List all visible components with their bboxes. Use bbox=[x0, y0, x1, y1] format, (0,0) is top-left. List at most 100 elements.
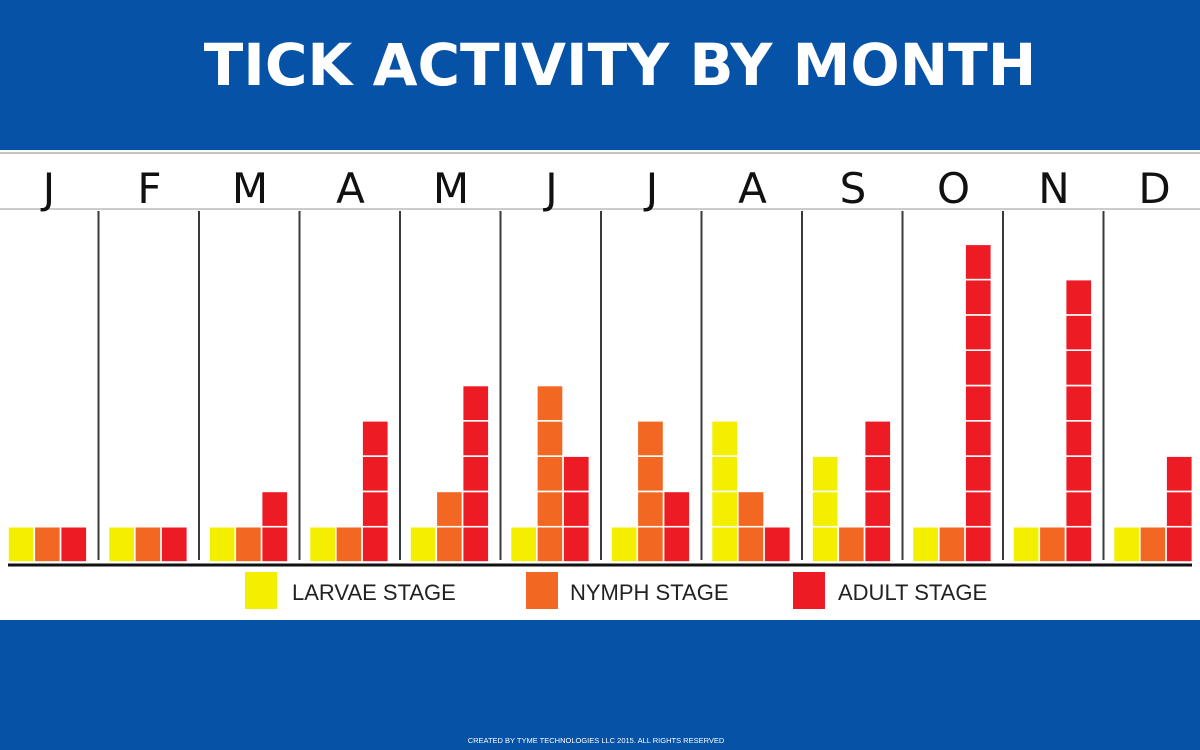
activity-block bbox=[964, 419, 993, 457]
activity-block bbox=[964, 349, 993, 387]
activity-block bbox=[562, 490, 591, 528]
activity-block bbox=[964, 314, 993, 351]
activity-block bbox=[59, 525, 88, 563]
legend-label: ADULT STAGE bbox=[838, 580, 987, 605]
chart-title: TICK ACTIVITY BY MONTH bbox=[203, 31, 1037, 99]
activity-block bbox=[911, 525, 940, 563]
activity-block bbox=[863, 525, 892, 563]
activity-block bbox=[107, 525, 136, 563]
activity-block bbox=[1064, 384, 1093, 422]
activity-block bbox=[160, 525, 189, 563]
activity-block bbox=[964, 525, 993, 563]
activity-block bbox=[863, 455, 892, 493]
activity-block bbox=[1165, 490, 1194, 528]
activity-block bbox=[435, 490, 464, 528]
activity-block bbox=[811, 525, 840, 563]
activity-block bbox=[811, 455, 840, 493]
activity-block bbox=[535, 455, 564, 493]
activity-block bbox=[361, 419, 390, 457]
month-label: A bbox=[336, 164, 365, 213]
activity-block bbox=[1064, 349, 1093, 387]
activity-block bbox=[260, 490, 289, 528]
month-label: J bbox=[40, 164, 55, 213]
month-label: J bbox=[542, 164, 557, 213]
activity-block bbox=[1064, 278, 1093, 316]
month-label: N bbox=[1038, 164, 1069, 213]
legend-swatch bbox=[793, 572, 825, 609]
activity-block bbox=[736, 490, 765, 528]
activity-block bbox=[33, 525, 62, 563]
activity-block bbox=[937, 525, 966, 563]
activity-block bbox=[1064, 525, 1093, 563]
title-banner bbox=[0, 0, 1200, 150]
activity-block bbox=[736, 525, 765, 563]
activity-block bbox=[535, 419, 564, 457]
activity-block bbox=[461, 525, 490, 563]
month-label: F bbox=[137, 164, 161, 213]
activity-block bbox=[562, 455, 591, 493]
month-label: M bbox=[232, 164, 268, 213]
activity-block bbox=[535, 490, 564, 528]
activity-block bbox=[964, 455, 993, 493]
activity-block bbox=[710, 490, 739, 528]
legend-swatch bbox=[245, 572, 277, 609]
activity-block bbox=[308, 525, 337, 563]
activity-block bbox=[234, 525, 263, 563]
activity-block bbox=[435, 525, 464, 563]
activity-block bbox=[1165, 455, 1194, 493]
activity-block bbox=[562, 525, 591, 563]
activity-block bbox=[361, 455, 390, 493]
activity-block bbox=[662, 525, 691, 563]
activity-block bbox=[1165, 525, 1194, 563]
activity-block bbox=[863, 490, 892, 528]
legend-swatch bbox=[526, 572, 558, 609]
month-label: D bbox=[1138, 164, 1170, 213]
activity-block bbox=[461, 455, 490, 493]
activity-block bbox=[134, 525, 162, 563]
activity-block bbox=[7, 525, 36, 563]
month-label: A bbox=[738, 164, 767, 213]
activity-block bbox=[260, 525, 289, 563]
activity-block bbox=[837, 525, 866, 563]
credit-line: CREATED BY TYME TECHNOLOGIES LLC 2015. A… bbox=[467, 736, 725, 745]
activity-block bbox=[763, 525, 792, 563]
footer-band bbox=[0, 620, 1200, 750]
activity-block bbox=[964, 278, 993, 316]
activity-block bbox=[461, 384, 490, 422]
activity-block bbox=[1064, 490, 1093, 528]
activity-block bbox=[811, 490, 840, 528]
activity-block bbox=[610, 525, 639, 563]
legend-label: NYMPH STAGE bbox=[570, 580, 729, 605]
activity-block bbox=[636, 525, 665, 563]
activity-block bbox=[1064, 314, 1093, 351]
activity-block bbox=[1012, 525, 1041, 563]
activity-block bbox=[361, 490, 390, 528]
activity-block bbox=[636, 455, 665, 493]
month-label: S bbox=[840, 164, 867, 213]
month-label: J bbox=[643, 164, 658, 213]
activity-block bbox=[461, 490, 490, 528]
activity-block bbox=[409, 525, 438, 563]
activity-block bbox=[863, 419, 892, 457]
activity-block bbox=[636, 490, 665, 528]
activity-block bbox=[535, 525, 564, 563]
activity-block bbox=[535, 384, 564, 422]
activity-block bbox=[636, 419, 665, 457]
month-label: M bbox=[433, 164, 469, 213]
activity-block bbox=[334, 525, 363, 563]
activity-block bbox=[208, 525, 237, 563]
activity-block bbox=[1064, 419, 1093, 457]
activity-block bbox=[662, 490, 691, 528]
activity-block bbox=[1139, 525, 1167, 563]
activity-block bbox=[509, 525, 538, 563]
activity-block bbox=[710, 525, 739, 563]
activity-block bbox=[964, 384, 993, 422]
activity-block bbox=[1064, 455, 1093, 493]
activity-block bbox=[1112, 525, 1141, 563]
legend-label: LARVAE STAGE bbox=[292, 580, 456, 605]
month-label: O bbox=[937, 164, 970, 213]
activity-block bbox=[361, 525, 390, 563]
activity-block bbox=[710, 419, 739, 457]
